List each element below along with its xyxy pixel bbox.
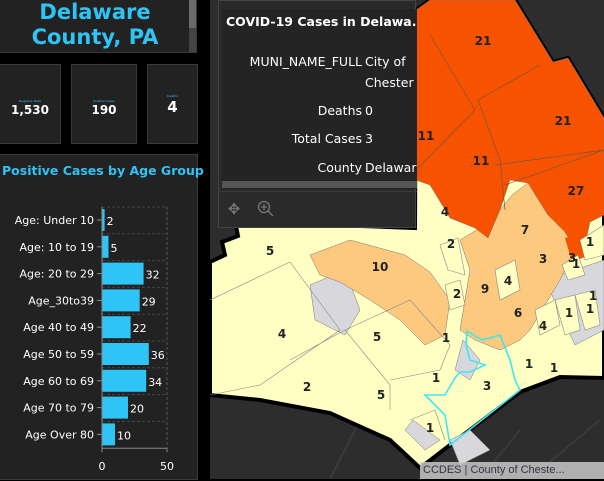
case-count-label: 4 bbox=[504, 274, 512, 288]
case-count-label: 7 bbox=[521, 223, 529, 237]
case-count-label: 5 bbox=[373, 330, 381, 344]
data-label: 20 bbox=[130, 403, 144, 416]
popup-title: COVID-19 Cases in Delawa... bbox=[226, 14, 417, 29]
category-label: Age 40 to 49 bbox=[23, 321, 94, 334]
stat-label: Deaths bbox=[167, 94, 178, 98]
data-label: 2 bbox=[107, 215, 114, 228]
case-count-label: 1 bbox=[586, 302, 594, 316]
case-count-label: 6 bbox=[514, 306, 522, 320]
case-count-label: 1 bbox=[432, 371, 440, 385]
case-count-label: 1 bbox=[426, 421, 434, 435]
case-count-label: 3 bbox=[539, 252, 547, 266]
age-bar-chart: Age: Under 10 2 Age: 10 to 19 5 Age: 20 to 2… bbox=[15, 206, 174, 473]
county-title-line2: County, PA bbox=[31, 25, 159, 49]
category-label: Age_30to39 bbox=[28, 294, 94, 307]
field-key: Deaths bbox=[317, 103, 362, 118]
data-label: 32 bbox=[146, 269, 160, 282]
deaths-card: Deaths 4 bbox=[147, 64, 198, 144]
feature-popup: COVID-19 Cases in Delawa... MUNI_NAME_FU… bbox=[218, 0, 417, 229]
field-value: Delaware bbox=[365, 160, 417, 175]
field-value-line2: Chester bbox=[365, 75, 414, 90]
field-value: 3 bbox=[365, 131, 373, 146]
map-attribution[interactable]: CCDES | County of Cheste... bbox=[420, 462, 604, 479]
case-count-label: 3 bbox=[483, 379, 491, 393]
stat-value: 4 bbox=[167, 98, 178, 116]
stat-label: Negative Tests bbox=[19, 99, 41, 103]
case-count-label: 4 bbox=[278, 327, 286, 341]
muni-high bbox=[415, 0, 604, 249]
x-tick-label: 0 bbox=[99, 460, 106, 473]
case-count-label: 1 bbox=[589, 289, 597, 303]
case-count-label: 1 bbox=[442, 331, 450, 345]
x-tick-label: 50 bbox=[160, 460, 174, 473]
category-label: Age: 10 to 19 bbox=[19, 241, 94, 254]
stat-label: Positive Cases bbox=[93, 99, 115, 103]
title-panel: Delaware County, PA bbox=[0, 0, 197, 53]
title-scrollbar[interactable] bbox=[189, 0, 196, 52]
data-label: 36 bbox=[151, 349, 165, 362]
case-count-label: 1 bbox=[586, 235, 594, 249]
case-count-label: 2 bbox=[303, 380, 311, 394]
positive-cases-card: Positive Cases 190 bbox=[71, 64, 137, 144]
field-key: MUNI_NAME_FULL bbox=[249, 54, 362, 69]
county-title-line1: Delaware bbox=[39, 0, 151, 24]
case-count-label: 4 bbox=[441, 205, 449, 219]
bar-3[interactable] bbox=[102, 289, 140, 312]
bar-4[interactable] bbox=[102, 316, 131, 339]
case-count-label: 2 bbox=[447, 237, 455, 251]
case-count-label: 1 bbox=[550, 361, 558, 375]
data-label: 34 bbox=[148, 376, 162, 389]
data-label: 22 bbox=[133, 322, 147, 335]
case-count-label: 1 bbox=[572, 257, 580, 271]
popup-toolbar: ✥ bbox=[219, 191, 417, 229]
bar-7[interactable] bbox=[102, 396, 128, 419]
bar-0[interactable] bbox=[102, 209, 105, 231]
data-label: 10 bbox=[117, 429, 131, 442]
field-key: Total Cases bbox=[291, 131, 362, 146]
case-count-label: 27 bbox=[568, 184, 585, 198]
case-count-label: 1 bbox=[525, 357, 533, 371]
chart-title: Positive Cases by Age Group bbox=[2, 163, 204, 178]
case-count-label: 1 bbox=[565, 306, 573, 320]
bar-6[interactable] bbox=[102, 369, 147, 392]
field-value: 0 bbox=[365, 103, 373, 118]
case-count-label: 11 bbox=[473, 154, 490, 168]
case-count-label: 10 bbox=[372, 260, 389, 274]
bar-1[interactable] bbox=[102, 235, 109, 258]
case-count-label: 9 bbox=[481, 282, 489, 296]
popup-content: COVID-19 Cases in Delawa... MUNI_NAME_FU… bbox=[222, 9, 417, 189]
category-label: Age 50 to 59 bbox=[23, 348, 94, 361]
selected-municipality-outline[interactable] bbox=[423, 329, 522, 447]
case-count-label: 11 bbox=[418, 129, 435, 143]
case-count-label: 21 bbox=[475, 34, 492, 48]
category-label: Age: 20 to 29 bbox=[19, 268, 94, 281]
move-icon[interactable]: ✥ bbox=[227, 200, 241, 218]
category-label: Age: Under 10 bbox=[15, 214, 94, 227]
category-label: Age Over 80 bbox=[25, 428, 94, 441]
category-label: Age 70 to 79 bbox=[23, 402, 94, 415]
bar-5[interactable] bbox=[102, 343, 149, 365]
age-chart-panel: Positive Cases by Age Group Age: Under 1… bbox=[0, 154, 204, 480]
case-count-label: 5 bbox=[266, 244, 274, 258]
data-label: 5 bbox=[111, 242, 118, 255]
category-label: Age 60 to 69 bbox=[23, 375, 94, 388]
case-count-label: 5 bbox=[377, 388, 385, 402]
case-count-label: 3 bbox=[568, 251, 576, 265]
muni-mid bbox=[309, 239, 451, 346]
bar-8[interactable] bbox=[102, 423, 115, 446]
case-count-label: 21 bbox=[555, 114, 572, 128]
stat-value: 1,530 bbox=[11, 103, 49, 117]
case-count-label: 2 bbox=[453, 287, 461, 301]
bar-2[interactable] bbox=[102, 262, 144, 285]
negative-tests-card: Negative Tests 1,530 bbox=[0, 64, 61, 144]
field-key: County bbox=[317, 160, 362, 175]
popup-horizontal-scrollbar[interactable] bbox=[222, 181, 417, 188]
stat-value: 190 bbox=[91, 103, 117, 117]
data-label: 29 bbox=[142, 295, 156, 308]
zoom-to-icon[interactable] bbox=[256, 200, 276, 220]
case-count-label: 4 bbox=[539, 319, 547, 333]
field-value: City of bbox=[365, 54, 406, 69]
